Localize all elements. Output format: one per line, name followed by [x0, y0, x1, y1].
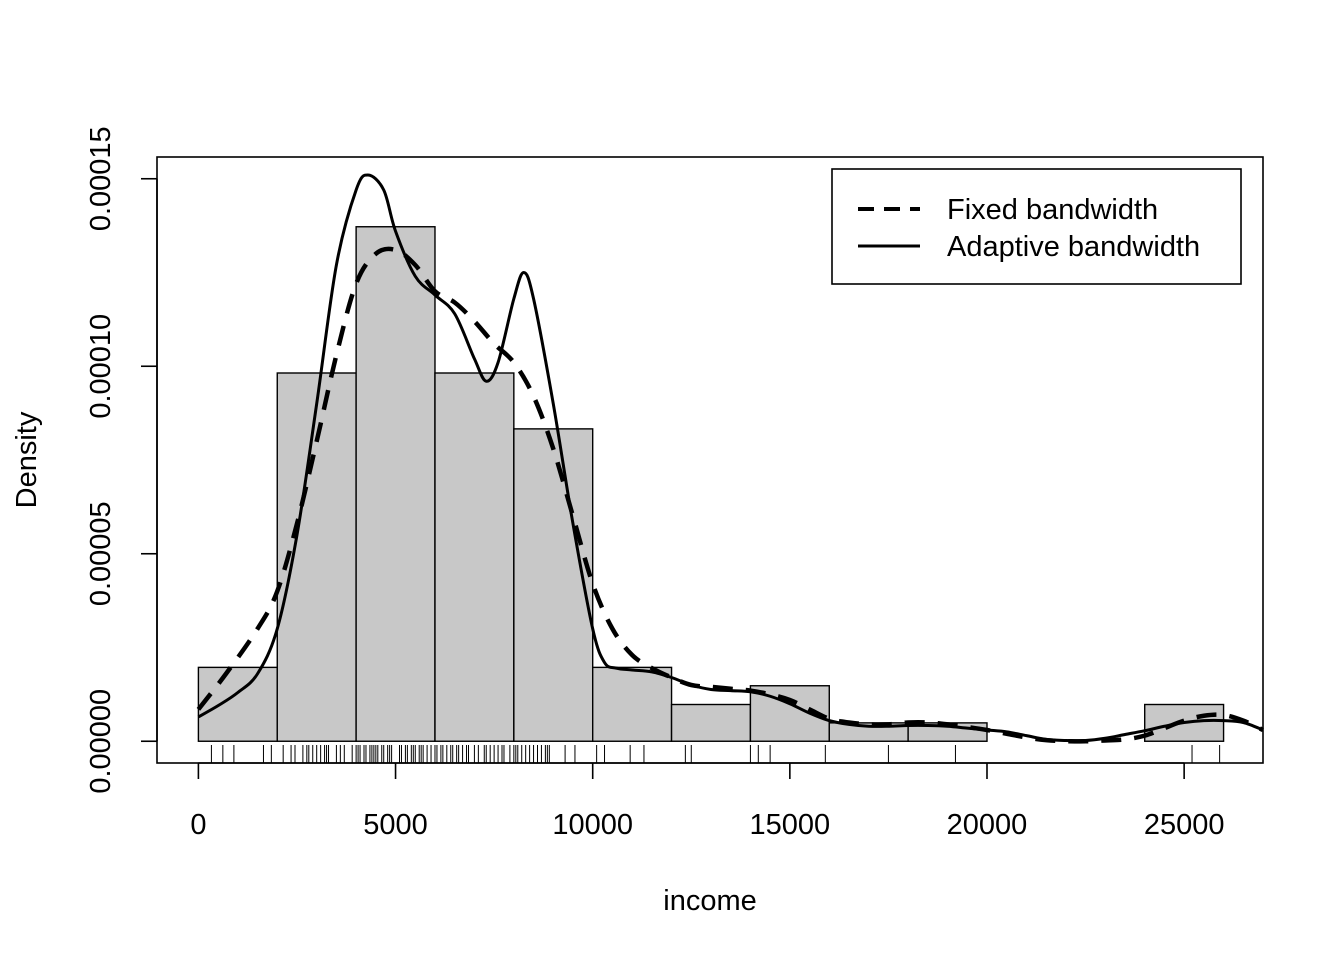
histogram-bar-5: [591, 666, 673, 742]
histogram-bars: [197, 226, 1225, 742]
x-tick-label-5: 25000: [1144, 809, 1225, 841]
y-axis: 0.00000 0.00005 0.00010 0.00015: [85, 126, 158, 794]
histogram-bar-0: [197, 666, 278, 742]
x-axis: 0 5000 10000 15000 20000 25000: [190, 762, 1225, 841]
y-tick-label-3: 0.00015: [85, 126, 117, 231]
y-axis-title: Density: [11, 411, 43, 508]
x-tick-label-3: 15000: [750, 809, 831, 841]
y-tick-label-0: 0.00000: [85, 689, 117, 794]
density-curve-adaptive-bandwidth: [197, 173, 1264, 743]
x-axis-title: income: [663, 885, 757, 917]
y-tick-label-1: 0.00005: [85, 501, 117, 606]
rug-marks: [210, 745, 1221, 763]
x-tick-label-1: 5000: [363, 809, 428, 841]
legend-label-fixed-bandwidth: Fixed bandwidth: [947, 194, 1158, 226]
legend-label-adaptive-bandwidth: Adaptive bandwidth: [947, 231, 1200, 263]
histogram-bar-3: [434, 372, 515, 742]
legend-box: [831, 168, 1242, 285]
density-curves: [196, 173, 1264, 744]
histogram-bar-2: [355, 226, 436, 742]
x-tick-label-0: 0: [190, 809, 206, 841]
legend: Fixed bandwidth Adaptive bandwidth: [831, 168, 1242, 285]
x-tick-label-4: 20000: [947, 809, 1028, 841]
histogram-bar-4: [513, 428, 594, 742]
y-tick-label-2: 0.00010: [85, 314, 117, 419]
histogram-bar-6: [670, 703, 752, 742]
x-tick-label-2: 10000: [552, 809, 633, 841]
